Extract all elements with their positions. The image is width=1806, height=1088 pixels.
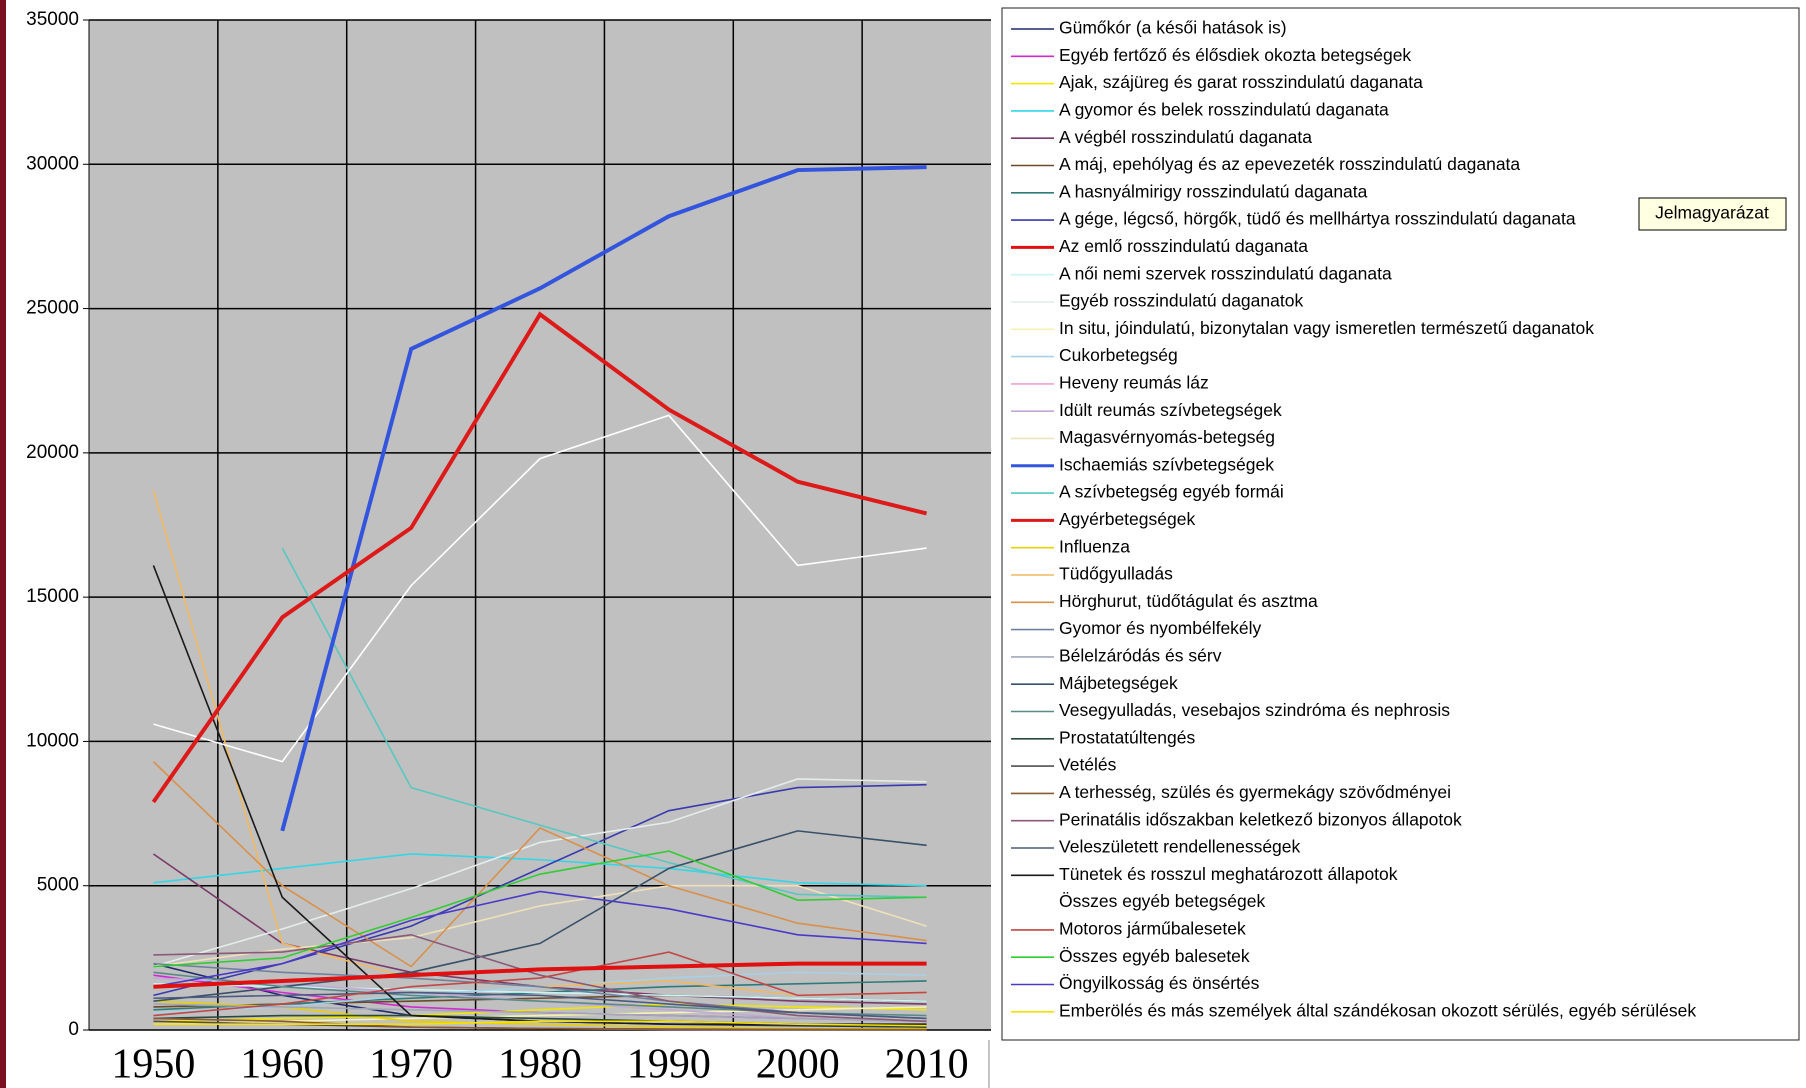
series-line [153,884,927,968]
series-line [153,778,927,968]
legend-label: Bélelzáródás és sérv [1059,646,1222,666]
legend-label: Motoros járműbalesetek [1059,919,1246,939]
legend-label: Veleszületett rendellenességek [1059,837,1301,857]
y-tick-label: 20000 [26,442,79,463]
series-line [153,890,927,988]
legend-label: A gyomor és belek rosszindulatú daganata [1059,100,1389,120]
series-line [153,1003,927,1023]
legend-label: Agyérbetegségek [1059,509,1195,529]
legend-label: Idült reumás szívbetegségek [1059,400,1282,420]
legend-label: Egyéb fertőző és élősdiek okozta betegsé… [1059,45,1411,65]
legend-label: Emberölés és más személyek által szándék… [1059,1000,1696,1020]
series-line [153,850,927,968]
tooltip: Jelmagyarázat [1655,203,1769,223]
series-line [153,951,927,1017]
legend-label: Vesegyulladás, vesebajos szindróma és ne… [1059,700,1450,720]
legend-label: Influenza [1059,536,1130,556]
x-tick-label: 1980 [498,1042,582,1088]
legend-label: A terhesség, szülés és gyermekágy szövőd… [1059,782,1451,802]
legend-label: Összes egyéb betegségek [1059,891,1265,911]
y-tick-label: 30000 [26,153,79,174]
x-tick-label: 1960 [240,1042,324,1088]
legend-label: A hasnyálmirigy rosszindulatú daganata [1059,181,1368,201]
legend-label: A gége, légcső, hörgők, tüdő és mellhárt… [1059,209,1576,229]
legend [1001,7,1800,1041]
series-line [153,853,927,887]
legend-label: Májbetegségek [1059,673,1178,693]
legend-label: Perinatális időszakban keletkező bizonyo… [1059,809,1462,829]
legend-label: Öngyilkosság és önsértés [1059,973,1260,993]
x-tick-label: 1990 [627,1042,711,1088]
legend-label: Hörghurut, tüdőtágulat és asztma [1059,591,1318,611]
legend-label: Cukorbetegség [1059,345,1178,365]
y-tick-label: 15000 [26,586,79,607]
y-tick-label: 35000 [26,9,79,30]
legend-label: A máj, epehólyag és az epevezeték rosszi… [1059,154,1520,174]
legend-label: Ajak, szájüreg és garat rosszindulatú da… [1059,72,1423,92]
legend-label: Gyomor és nyombélfekély [1059,618,1262,638]
y-tick-label: 0 [68,1019,79,1040]
y-tick-label: 25000 [26,298,79,319]
series-line [153,414,927,763]
legend-label: Ischaemiás szívbetegségek [1059,454,1274,474]
x-tick-label: 2000 [756,1042,840,1088]
y-tick-label: 5000 [37,875,79,896]
legend-label: A végbél rosszindulatú daganata [1059,127,1312,147]
series-line [153,1020,927,1027]
legend-label: In situ, jóindulatú, bizonytalan vagy is… [1059,318,1594,338]
x-tick-label: 2010 [885,1042,969,1088]
legend-label: Összes egyéb balesetek [1059,946,1250,966]
legend-label: Az emlő rosszindulatú daganata [1059,236,1308,256]
legend-label: A szívbetegség egyéb formái [1059,482,1284,502]
series-line [153,961,927,989]
series-line [281,547,927,899]
series-line [152,761,927,968]
legend-label: Heveny reumás láz [1059,373,1209,393]
legend-label: Tüdőgyulladás [1059,564,1173,584]
legend-label: Magasvérnyomás-betegség [1059,427,1275,447]
y-tick-label: 10000 [26,730,79,751]
legend-label: Vetélés [1059,755,1117,775]
series-line [153,933,927,1023]
plot-area [89,20,991,1030]
legend-label: Gümőkór (a késői hatások is) [1059,18,1287,38]
legend-label: Egyéb rosszindulatú daganatok [1059,291,1303,311]
series-line [151,311,928,804]
x-tick-label: 1950 [111,1042,195,1088]
x-tick-label: 1970 [369,1042,453,1088]
series-line [153,991,927,1020]
legend-label: A női nemi szervek rosszindulatú daganat… [1059,263,1392,283]
series-line [153,1017,927,1031]
legend-label: Tünetek és rosszul meghatározott állapot… [1059,864,1398,884]
frame-edge [0,0,6,1088]
legend-label: Prostatatúltengés [1059,727,1195,747]
tooltip-box [1638,197,1787,231]
series-line [280,165,927,832]
series-line [153,1003,927,1023]
